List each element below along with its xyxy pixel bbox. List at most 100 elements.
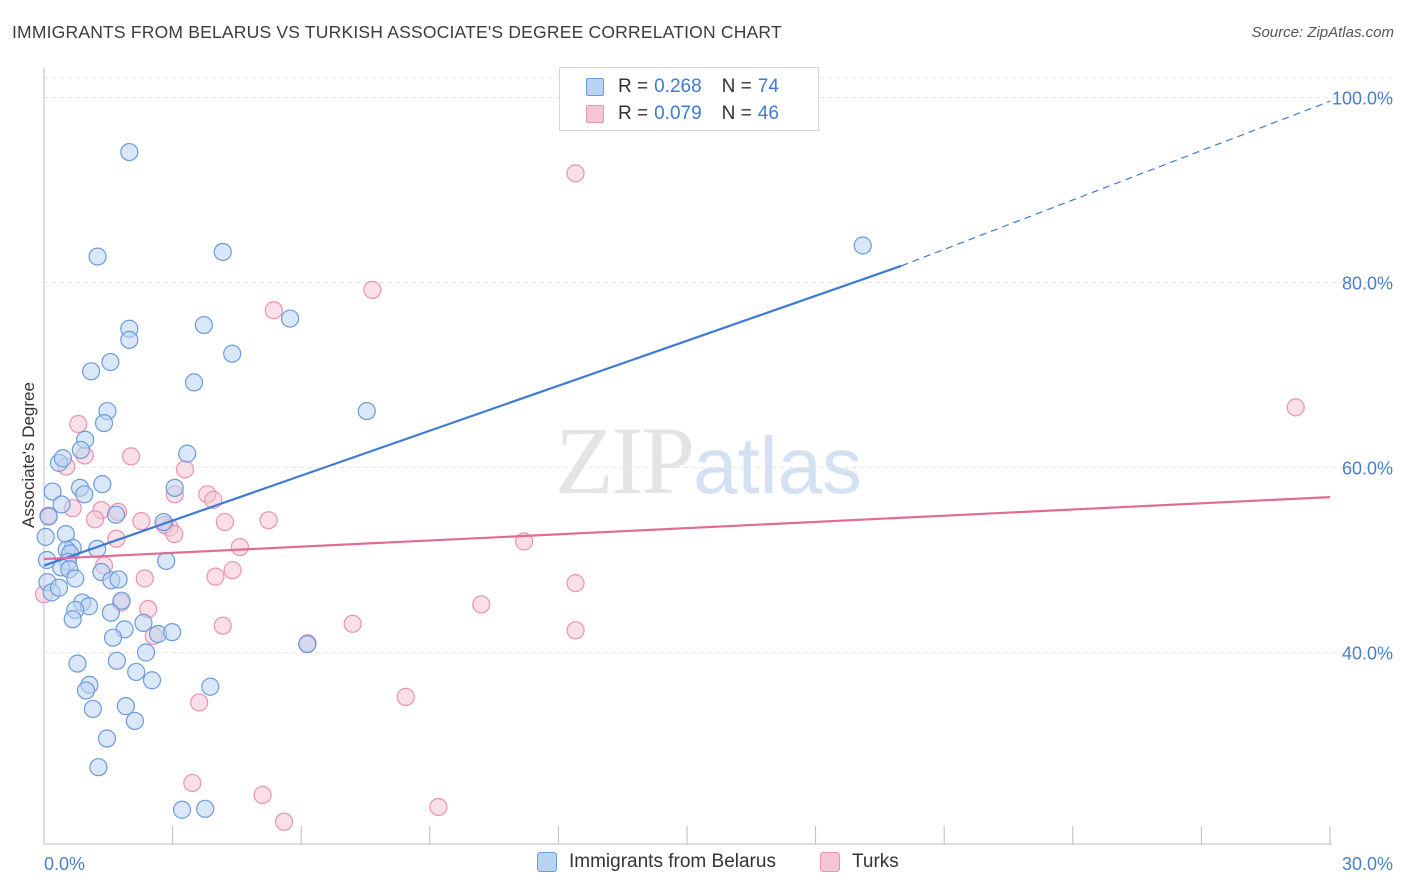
x-tick-label: 0.0%: [44, 854, 85, 874]
data-point-belarus: [120, 142, 139, 162]
data-point-turks: [175, 460, 195, 479]
data-point-turks: [183, 773, 202, 793]
watermark-zip: ZIP: [555, 407, 695, 514]
legend-r-value: 0.268: [654, 76, 702, 97]
data-point-turks: [264, 301, 283, 320]
data-point-turks: [85, 510, 105, 529]
data-point-belarus: [157, 551, 176, 571]
data-point-belarus: [213, 242, 232, 262]
legend-n-label: N =: [721, 103, 752, 124]
data-point-turks: [165, 524, 184, 544]
data-point-belarus: [125, 711, 144, 731]
data-point-belarus: [116, 697, 135, 716]
data-point-belarus: [107, 651, 126, 670]
chart-title: IMMIGRANTS FROM BELARUS VS TURKISH ASSOC…: [12, 22, 782, 42]
data-point-belarus: [101, 603, 120, 622]
data-point-belarus: [76, 681, 96, 700]
data-point-turks: [566, 574, 585, 593]
data-point-belarus: [103, 628, 123, 647]
data-point-belarus: [165, 478, 184, 497]
series-belarus-points: [36, 142, 872, 819]
trend-line-belarus-extension: [901, 100, 1331, 267]
tick-labels: 40.0% 60.0% 80.0% 100.0% 0.0% 30.0%: [44, 89, 1393, 875]
trend-line-belarus: [43, 264, 902, 567]
data-point-turks: [343, 614, 362, 633]
data-point-belarus: [71, 440, 90, 460]
data-point-turks: [429, 797, 448, 817]
data-point-turks: [215, 512, 234, 532]
y-tick-label: 80.0%: [1342, 274, 1393, 294]
data-point-turks: [107, 529, 126, 548]
data-point-belarus: [63, 610, 82, 629]
data-point-belarus: [196, 799, 215, 818]
data-point-belarus: [106, 505, 126, 524]
data-point-belarus: [75, 485, 94, 504]
y-axis-title: Associate's Degree: [19, 382, 38, 528]
data-point-belarus: [49, 578, 69, 597]
data-point-belarus: [163, 623, 182, 642]
data-point-belarus: [136, 643, 156, 662]
data-point-turks: [206, 567, 225, 586]
legend-n-value: 74: [757, 76, 779, 97]
legend-r-label: R =: [618, 103, 649, 124]
data-point-turks: [274, 812, 294, 831]
legend-item-turks[interactable]: Turks: [820, 851, 899, 873]
data-point-turks: [566, 164, 585, 183]
data-point-belarus: [66, 569, 85, 588]
legend-swatch-pink: [820, 852, 840, 872]
data-point-turks: [253, 785, 272, 805]
stats-legend: R = 0.268 N = 74 R = 0.079 N = 46: [559, 67, 819, 131]
data-point-belarus: [853, 236, 872, 255]
watermark: ZIPatlas: [555, 405, 862, 516]
legend-n-value: 46: [757, 103, 779, 124]
series-turks-points: [34, 164, 1305, 831]
legend-r-value: 0.079: [654, 103, 702, 124]
data-point-belarus: [93, 475, 112, 494]
data-point-belarus: [298, 635, 317, 654]
legend-label-belarus: Immigrants from Belarus: [569, 851, 776, 872]
data-point-turks: [396, 687, 415, 707]
y-tick-label: 40.0%: [1342, 644, 1393, 664]
data-point-turks: [69, 414, 88, 434]
data-point-turks: [566, 621, 585, 640]
data-point-belarus: [223, 344, 242, 363]
data-point-turks: [135, 569, 154, 588]
legend-swatch-blue: [537, 852, 557, 872]
source-credit: Source: ZipAtlas.com: [1251, 24, 1394, 41]
data-point-belarus: [82, 362, 101, 381]
axes: [43, 68, 1332, 845]
data-point-turks: [132, 512, 151, 531]
series-legend: Immigrants from Belarus Turks: [0, 851, 1406, 877]
data-point-belarus: [357, 401, 376, 421]
data-point-turks: [259, 511, 278, 530]
legend-row-turks: R = 0.079 N = 46: [586, 101, 779, 127]
data-point-belarus: [89, 758, 108, 777]
data-point-turks: [121, 447, 141, 466]
data-point-belarus: [201, 677, 220, 696]
data-point-belarus: [88, 247, 107, 266]
data-point-belarus: [142, 671, 162, 690]
data-point-belarus: [194, 315, 213, 335]
data-point-belarus: [184, 373, 204, 392]
legend-r-label: R =: [618, 76, 649, 97]
data-point-belarus: [280, 309, 300, 328]
data-point-belarus: [112, 591, 131, 610]
data-point-turks: [190, 693, 209, 712]
data-point-turks: [230, 537, 250, 557]
legend-n-label: N =: [721, 76, 752, 97]
data-point-belarus: [120, 330, 139, 349]
data-point-belarus: [127, 662, 146, 682]
data-point-belarus: [101, 352, 120, 372]
legend-swatch-blue: [586, 78, 604, 96]
data-point-turks: [213, 616, 232, 635]
legend-item-belarus[interactable]: Immigrants from Belarus: [537, 851, 776, 873]
data-point-belarus: [134, 613, 153, 633]
data-point-belarus: [172, 800, 192, 819]
y-tick-label: 60.0%: [1342, 459, 1393, 479]
legend-label-turks: Turks: [852, 851, 899, 872]
data-point-belarus: [97, 729, 117, 748]
data-point-turks: [223, 561, 242, 580]
y-tick-label: 100.0%: [1332, 89, 1393, 109]
data-point-belarus: [43, 482, 62, 501]
